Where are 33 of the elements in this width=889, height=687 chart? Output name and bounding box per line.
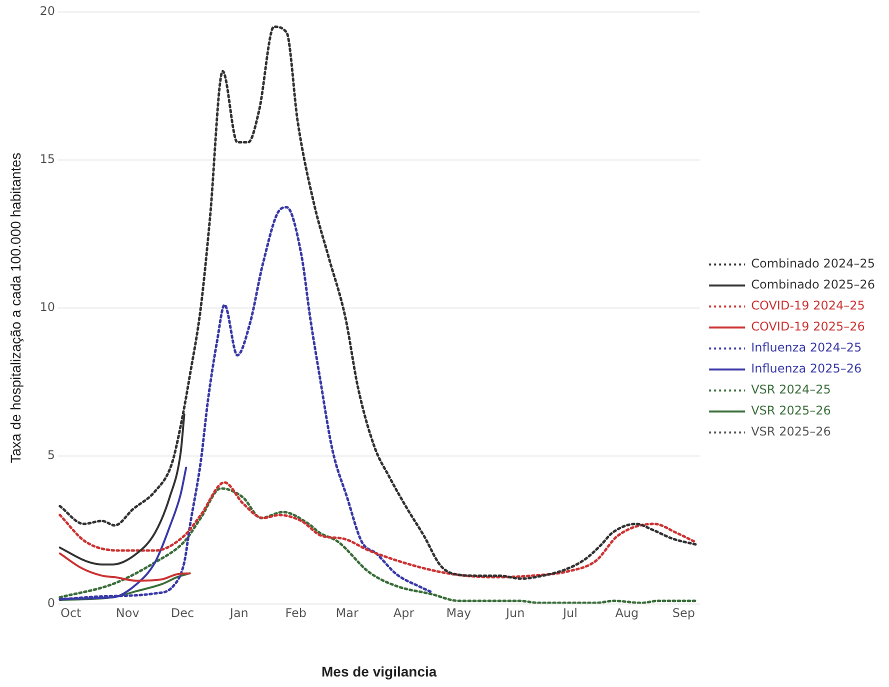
x-tick-label: Jul [562, 606, 578, 620]
x-axis-title: Mes de vigilancia [322, 663, 437, 680]
y-tick-label: 5 [47, 448, 56, 462]
y-tick-label: 10 [40, 300, 56, 314]
legend-label: COVID-19 2024–25 [751, 298, 865, 313]
x-tick-label: Dec [170, 606, 194, 620]
y-tick-label: 20 [40, 4, 56, 18]
x-tick-label: Jun [504, 606, 525, 620]
x-tick-label: Feb [285, 606, 306, 620]
line-series [58, 481, 696, 578]
x-tick-label: Nov [116, 606, 140, 620]
line-series [58, 26, 698, 580]
x-tick-label: Jan [228, 606, 248, 620]
x-tick-label: Sep [672, 606, 695, 620]
legend-label: Combinado 2024–25 [751, 256, 876, 271]
line-series [58, 487, 698, 604]
legend-label: VSR 2024–25 [751, 382, 831, 397]
y-tick-label: 15 [40, 152, 56, 166]
line-series [58, 572, 191, 601]
x-tick-label: May [446, 606, 472, 620]
line-series [58, 552, 191, 582]
x-tick-label: Apr [393, 606, 414, 620]
legend-label: Influenza 2024–25 [751, 340, 862, 355]
legend-label: COVID-19 2025–26 [751, 320, 865, 334]
x-tick-label: Aug [615, 606, 639, 620]
legend-label: VSR 2025–26 [751, 424, 831, 439]
y-axis-title: Taxa de hospitalização a cada 100.000 habitantes [7, 152, 24, 464]
legend-label: Influenza 2025–26 [751, 362, 862, 376]
x-tick-label: Mar [336, 606, 358, 620]
legend-label: Combinado 2025–26 [751, 278, 876, 292]
legend-label: VSR 2025–26 [751, 404, 831, 418]
x-tick-label: Oct [60, 606, 82, 620]
y-tick-label: 0 [47, 596, 56, 610]
